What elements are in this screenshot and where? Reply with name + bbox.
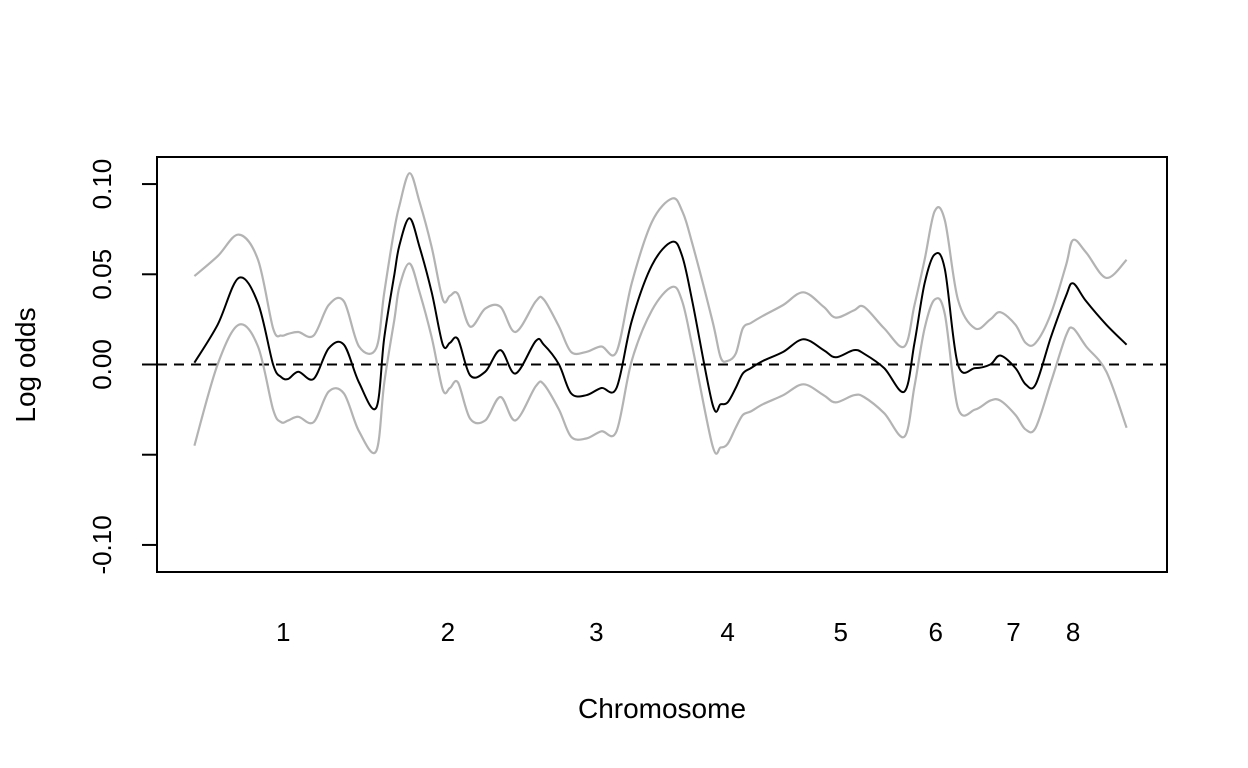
x-tick-label: 3 <box>589 617 603 647</box>
series-group <box>157 172 1167 455</box>
x-axis: 1 2 3 4 5 6 7 8 <box>276 617 1080 647</box>
y-tick-label: 0.10 <box>87 159 117 210</box>
x-tick-label: 6 <box>928 617 942 647</box>
y-tick-label: 0.00 <box>87 339 117 390</box>
series-line-upper <box>193 172 1128 363</box>
y-tick-label: 0.05 <box>87 249 117 300</box>
x-tick-label: 8 <box>1066 617 1080 647</box>
y-axis-label: Log odds <box>10 307 41 422</box>
x-tick-label: 2 <box>441 617 455 647</box>
x-tick-label: 1 <box>276 617 290 647</box>
y-tick-label: -0.10 <box>87 515 117 574</box>
x-tick-label: 4 <box>720 617 734 647</box>
x-tick-label: 7 <box>1006 617 1020 647</box>
series-line-estimate <box>193 217 1128 413</box>
x-tick-label: 5 <box>834 617 848 647</box>
y-axis: 0.10 0.05 0.00 -0.10 <box>87 159 158 575</box>
series-line-lower <box>193 262 1128 455</box>
x-axis-label: Chromosome <box>578 693 746 724</box>
